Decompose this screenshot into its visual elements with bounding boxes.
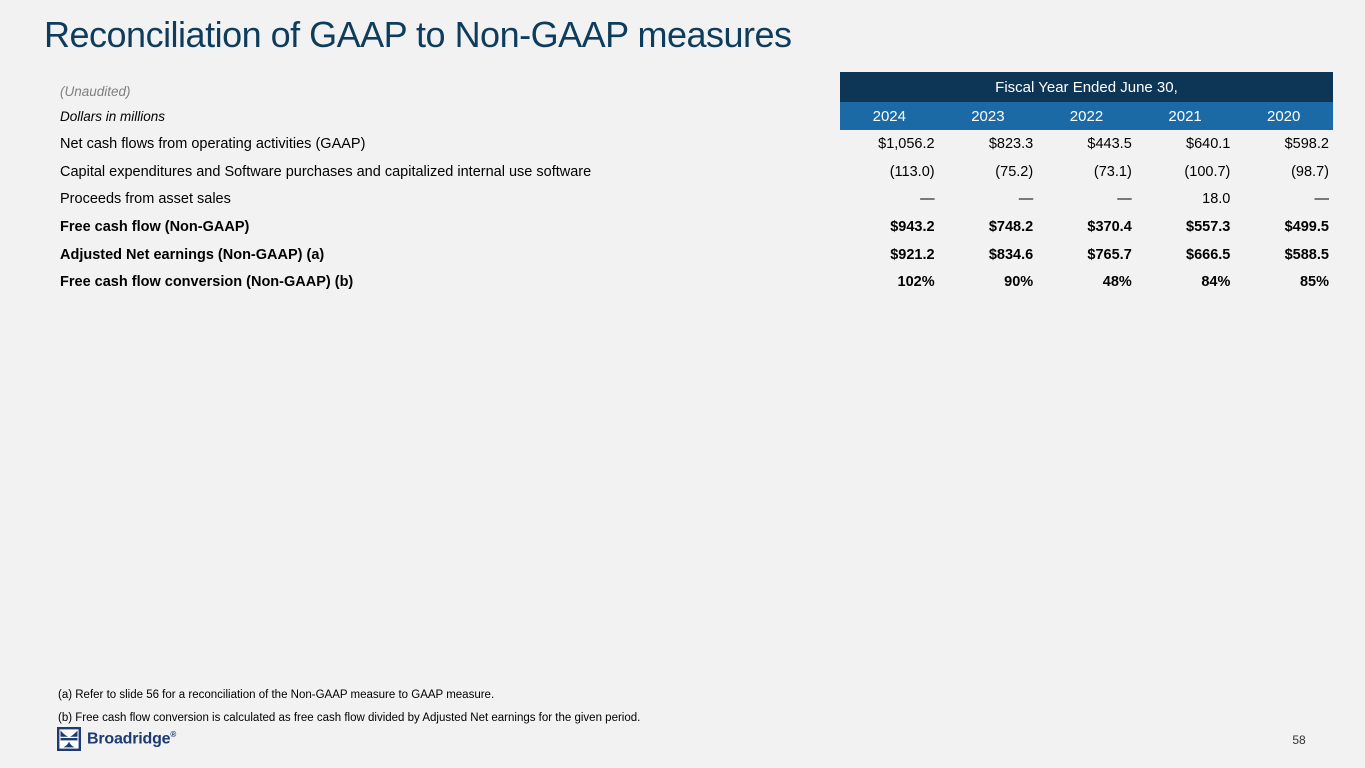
table-cell: (75.2): [995, 163, 1034, 180]
table-cell: $557.3: [1186, 218, 1231, 235]
column-header-year-2021: 2021: [1135, 102, 1235, 130]
table-cell: $499.5: [1284, 218, 1329, 235]
table-cell: $748.2: [988, 218, 1034, 235]
footnote-a: (a) Refer to slide 56 for a reconciliati…: [58, 689, 495, 701]
units-note: Dollars in millions: [60, 108, 166, 124]
registered-trademark: ®: [170, 729, 177, 739]
table-cell: $640.1: [1186, 135, 1231, 152]
row-label-proceeds-asset-sales: Proceeds from asset sales: [60, 191, 231, 208]
column-header-year-2022: 2022: [1037, 102, 1136, 130]
table-cell: $443.5: [1087, 135, 1132, 152]
broadridge-wordmark: Broadridge®: [87, 729, 177, 748]
column-header-year-2024: 2024: [840, 102, 939, 130]
table-cell: $943.2: [890, 218, 935, 235]
table-cell: (113.0): [889, 163, 935, 180]
table-header-fiscal-year: Fiscal Year Ended June 30,: [840, 72, 1333, 102]
footnotes: (a) Refer to slide 56 for a reconciliati…: [58, 684, 640, 730]
table-cell: (100.7): [1184, 163, 1231, 180]
column-header-year-2020: 2020: [1234, 102, 1333, 130]
table-cell: $834.6: [988, 246, 1034, 263]
table-cell: (98.7): [1291, 163, 1329, 180]
table-cell: $588.5: [1284, 246, 1329, 263]
row-label-free-cash-flow-conversion: Free cash flow conversion (Non-GAAP) (b): [60, 274, 354, 291]
row-label-adjusted-net-earnings: Adjusted Net earnings (Non-GAAP) (a): [60, 246, 325, 263]
gaap-reconciliation-table: (Unaudited) Fiscal Year Ended June 30, D…: [60, 72, 1333, 296]
table-cell: $1,056.2: [878, 135, 935, 152]
column-header-year-2023: 2023: [938, 102, 1038, 130]
table-cell: $823.3: [988, 135, 1034, 152]
table-cell: $765.7: [1087, 246, 1132, 263]
table-cell: —: [920, 191, 935, 208]
table-cell: —: [1314, 191, 1329, 208]
table-cell: 85%: [1299, 274, 1329, 291]
table-cell: —: [1018, 191, 1034, 208]
table-cell: 90%: [1004, 274, 1034, 291]
page-number: 58: [1292, 733, 1306, 747]
table-cell: 48%: [1102, 274, 1132, 291]
row-label-net-cash-flows: Net cash flows from operating activities…: [60, 135, 366, 152]
table-cell: $921.2: [890, 246, 935, 263]
table-cell: 18.0: [1202, 191, 1231, 208]
broadridge-logo-icon: [57, 727, 81, 751]
unaudited-note: (Unaudited): [60, 84, 131, 99]
page-title: Reconciliation of GAAP to Non-GAAP measu…: [44, 14, 792, 55]
table-cell: 102%: [897, 274, 935, 291]
footnote-b: (b) Free cash flow conversion is calcula…: [58, 712, 641, 724]
table-cell: $666.5: [1186, 246, 1231, 263]
table-cell: $370.4: [1087, 218, 1132, 235]
table-cell: —: [1117, 191, 1132, 208]
table-cell: $598.2: [1284, 135, 1329, 152]
row-label-free-cash-flow: Free cash flow (Non-GAAP): [60, 218, 250, 235]
row-label-capital-expenditures: Capital expenditures and Software purcha…: [60, 163, 592, 180]
broadridge-logo: Broadridge®: [57, 727, 176, 751]
table-cell: 84%: [1201, 274, 1231, 291]
table-cell: (73.1): [1093, 163, 1132, 180]
